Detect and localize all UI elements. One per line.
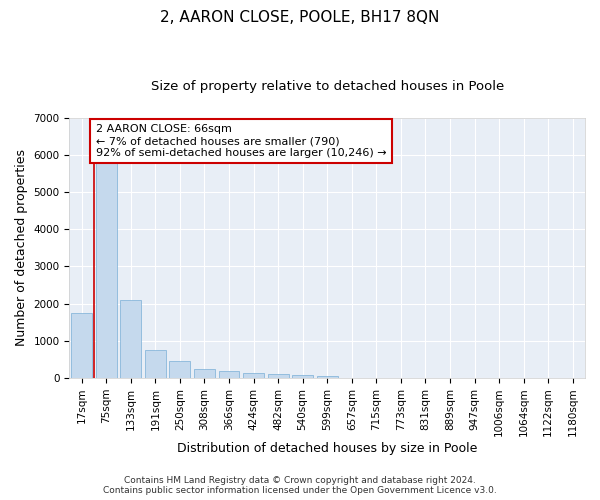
Bar xyxy=(71,313,92,378)
Bar xyxy=(194,368,215,378)
Text: 2, AARON CLOSE, POOLE, BH17 8QN: 2, AARON CLOSE, POOLE, BH17 8QN xyxy=(160,10,440,25)
Bar xyxy=(292,376,313,378)
Title: Size of property relative to detached houses in Poole: Size of property relative to detached ho… xyxy=(151,80,504,93)
Text: 2 AARON CLOSE: 66sqm
← 7% of detached houses are smaller (790)
92% of semi-detac: 2 AARON CLOSE: 66sqm ← 7% of detached ho… xyxy=(95,124,386,158)
Text: Contains HM Land Registry data © Crown copyright and database right 2024.
Contai: Contains HM Land Registry data © Crown c… xyxy=(103,476,497,495)
Bar xyxy=(121,300,141,378)
X-axis label: Distribution of detached houses by size in Poole: Distribution of detached houses by size … xyxy=(177,442,478,455)
Bar xyxy=(243,373,264,378)
Bar xyxy=(317,376,338,378)
Bar xyxy=(268,374,289,378)
Bar xyxy=(145,350,166,378)
Y-axis label: Number of detached properties: Number of detached properties xyxy=(15,150,28,346)
Bar xyxy=(218,371,239,378)
Bar xyxy=(96,162,116,378)
Bar xyxy=(169,360,190,378)
